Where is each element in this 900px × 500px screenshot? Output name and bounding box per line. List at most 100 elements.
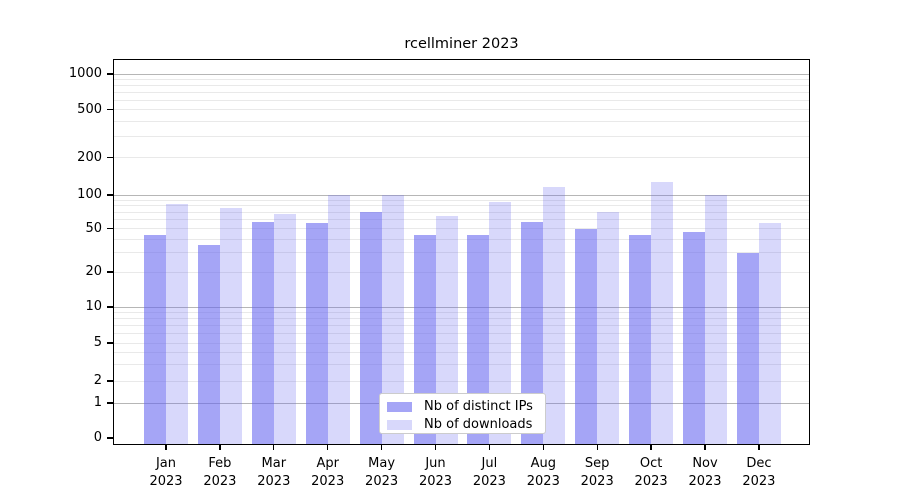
gridline-minor [114, 318, 809, 320]
x-tick [273, 445, 275, 450]
gridline-minor [114, 238, 809, 240]
y-tick [107, 227, 113, 230]
gridline-minor [114, 205, 809, 207]
x-tick-label-jan: Jan 2023 [149, 456, 183, 489]
gridline-minor [114, 211, 809, 213]
y-tick [107, 380, 113, 382]
gridline-minor [114, 363, 809, 365]
x-tick-label-mar: Mar 2023 [257, 456, 291, 489]
x-tick [327, 445, 329, 450]
bar-downloads-may [381, 195, 404, 444]
y-tick [107, 342, 113, 344]
bar-distinct-ips-nov [683, 232, 705, 444]
bar-downloads-mar [273, 214, 296, 444]
gridline-major [114, 73, 809, 75]
y-tick [107, 306, 113, 308]
x-tick [704, 445, 706, 450]
gridline-minor [114, 135, 809, 137]
x-tick-label-jul: Jul 2023 [472, 456, 506, 489]
x-tick-label-apr: Apr 2023 [311, 456, 345, 489]
gridline-minor [114, 380, 809, 382]
bar-distinct-ips-mar [251, 222, 274, 444]
legend-item-distinct-ips: Nb of distinct IPs [387, 399, 545, 415]
x-tick [650, 445, 652, 450]
bar-distinct-ips-feb [197, 245, 220, 444]
gridline-minor [114, 99, 809, 101]
bar-distinct-ips-dec [736, 252, 759, 444]
gridline-minor [114, 109, 809, 110]
y-tick-label: 2 [93, 373, 102, 388]
y-tick [107, 73, 113, 75]
x-tick [488, 445, 491, 450]
y-tick-label: 200 [77, 149, 102, 165]
bar-downloads-jun [435, 215, 458, 444]
y-tick-label: 0 [93, 430, 102, 445]
gridline-major [114, 306, 809, 308]
legend-label-distinct-ips: Nb of distinct IPs [424, 399, 533, 414]
y-tick [107, 156, 113, 159]
x-tick-label-nov: Nov 2023 [688, 456, 722, 489]
y-tick-label: 50 [85, 220, 102, 236]
bar-downloads-dec [758, 223, 781, 444]
y-tick-label: 10 [85, 299, 102, 314]
gridline-minor [114, 78, 809, 80]
gridline-minor [114, 228, 809, 229]
y-tick-label: 1 [93, 395, 102, 410]
bar-downloads-feb [219, 207, 242, 444]
chart-title: rcellminer 2023 [404, 36, 519, 52]
bar-distinct-ips-jan [144, 234, 166, 444]
gridline-minor [114, 91, 809, 93]
y-tick [107, 437, 113, 439]
gridline-minor [114, 325, 809, 327]
x-tick [758, 445, 760, 450]
y-tick-label: 100 [77, 187, 102, 202]
bar-downloads-jul [489, 202, 512, 444]
gridline-major [114, 194, 809, 196]
x-tick [165, 445, 167, 450]
x-tick-label-oct: Oct 2023 [634, 456, 668, 489]
bar-distinct-ips-jul [467, 234, 490, 444]
legend-swatch-distinct-ips [387, 401, 412, 413]
bar-downloads-jan [166, 204, 188, 444]
gridline-minor [114, 342, 809, 344]
x-tick-label-feb: Feb 2023 [203, 456, 237, 489]
gridline-minor [114, 84, 809, 86]
bar-downloads-oct [651, 182, 674, 444]
bar-downloads-aug [543, 186, 566, 444]
y-tick-label: 500 [77, 101, 102, 117]
y-tick [107, 194, 113, 196]
gridline-minor [114, 271, 809, 273]
x-tick [596, 445, 598, 450]
legend-swatch-downloads [387, 419, 412, 431]
gridline-minor [114, 219, 809, 221]
x-tick-label-dec: Dec 2023 [742, 456, 776, 489]
bar-distinct-ips-aug [521, 222, 544, 444]
bar-distinct-ips-jun [413, 234, 436, 444]
gridline-minor [114, 252, 809, 254]
y-tick [107, 271, 113, 273]
y-tick-label: 1000 [68, 66, 102, 81]
legend: Nb of distinct IPs Nb of downloads [379, 393, 546, 434]
gridline-minor [114, 199, 809, 201]
bar-downloads-sep [597, 211, 620, 444]
x-tick-label-sep: Sep 2023 [580, 456, 614, 489]
x-tick-label-aug: Aug 2023 [526, 456, 560, 489]
y-tick-label: 5 [93, 335, 102, 350]
bar-distinct-ips-may [359, 211, 382, 444]
bar-downloads-nov [705, 195, 727, 444]
y-tick-label: 20 [85, 264, 102, 279]
gridline-minor [114, 311, 809, 313]
bar-distinct-ips-apr [305, 223, 328, 444]
x-tick-label-may: May 2023 [365, 456, 399, 489]
gridline-minor [114, 333, 809, 335]
gridline-minor [114, 157, 809, 158]
y-tick [107, 402, 113, 404]
bar-distinct-ips-sep [575, 229, 598, 444]
legend-label-downloads: Nb of downloads [424, 417, 533, 432]
x-tick [380, 445, 383, 450]
bar-downloads-apr [327, 195, 350, 444]
gridline-minor [114, 120, 809, 122]
x-tick [219, 445, 221, 450]
gridline-minor [114, 351, 809, 353]
